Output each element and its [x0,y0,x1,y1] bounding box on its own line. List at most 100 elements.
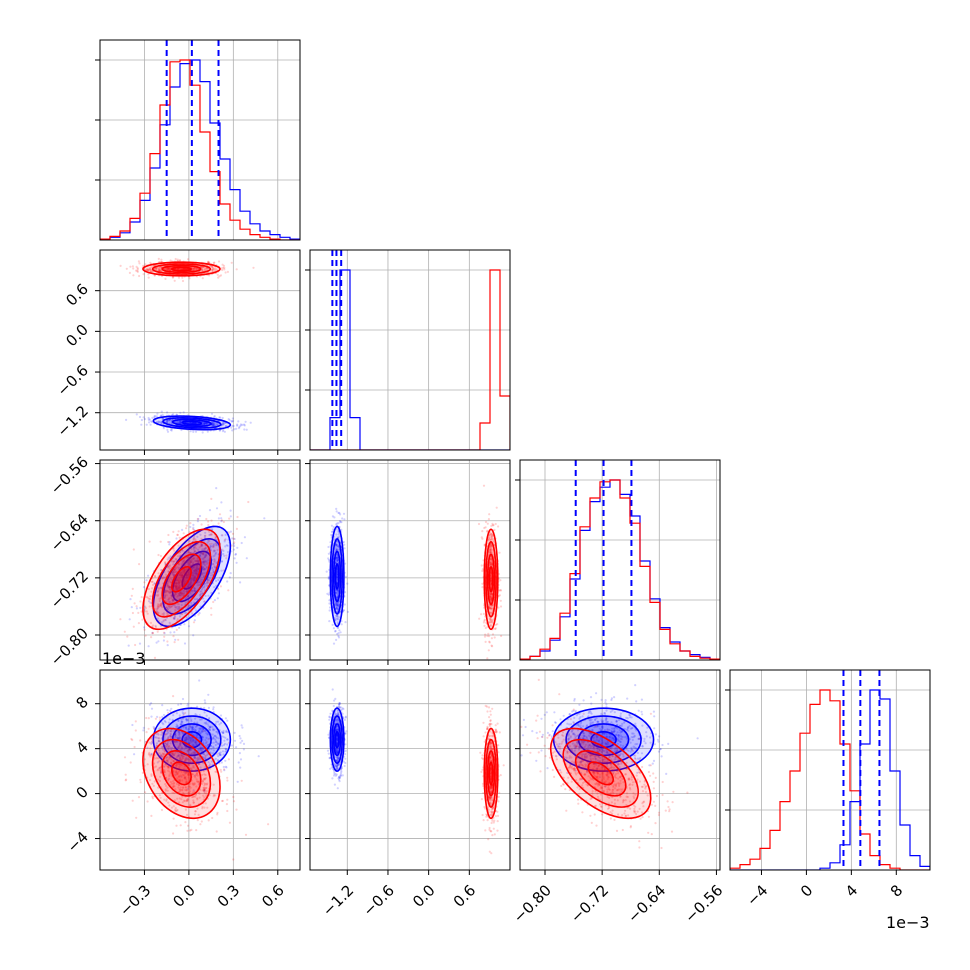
sample-point [139,600,142,603]
sample-point [195,785,198,788]
sample-point [214,551,217,554]
sample-point [156,630,159,633]
sample-point [330,533,333,536]
sample-point [152,762,156,765]
sample-point [242,748,245,751]
sample-point [169,590,173,594]
sample-point [186,594,190,598]
sample-point [189,583,192,586]
sample-point [172,560,176,563]
sample-point [202,741,205,744]
sample-point [207,706,210,710]
sample-point [194,550,197,553]
sample-point [175,570,178,573]
sample-point [327,545,330,549]
sample-point [162,639,165,642]
sample-point [224,747,227,750]
contour-line [181,563,203,590]
sample-point [155,757,158,760]
sample-point [337,522,340,525]
sample-point [203,547,206,551]
sample-point [178,731,181,734]
sample-point [196,756,199,759]
density-fill [162,554,201,605]
sample-point [189,564,192,567]
sample-point [187,563,191,566]
sample-point [336,607,339,611]
sample-point [205,736,208,740]
sample-point [175,587,178,591]
sample-point [188,727,191,730]
sample-point [178,586,181,590]
hist-series-1 [730,689,930,870]
sample-point [157,572,160,575]
sample-point [145,579,148,582]
sample-point [143,610,146,613]
sample-point [236,546,239,549]
density-fill [152,541,211,617]
sample-point [157,593,160,596]
sample-point [173,617,176,620]
sample-point [174,593,177,596]
contour-line [151,540,212,618]
sample-point [158,267,161,270]
sample-point [229,530,232,533]
sample-point [206,723,209,726]
sample-point [340,528,343,531]
sample-point [336,615,339,618]
sample-point [188,749,191,752]
contour-line [142,528,221,631]
sample-point [171,780,175,783]
sample-point [484,520,488,524]
sample-point [142,273,145,276]
sample-point [148,418,151,421]
sample-point [140,423,143,426]
sample-point [185,789,188,792]
sample-point [187,734,190,737]
sample-point [158,421,161,424]
sample-point [209,725,212,728]
sample-point [167,777,171,780]
sample-point [202,777,206,780]
sample-point [193,569,196,573]
sample-point [231,532,235,535]
sample-point [206,579,210,583]
sample-point [173,571,176,574]
sample-point [196,520,199,523]
sample-point [490,611,493,615]
sample-point [221,731,224,734]
sample-point [198,581,201,584]
sample-point [490,621,493,624]
sample-point [181,779,184,782]
sample-point [160,604,163,608]
sample-point [160,602,163,605]
sample-point [236,423,239,426]
sample-point [145,423,148,426]
sample-point [160,258,163,261]
sample-point [123,630,126,633]
sample-point [192,766,195,769]
sample-point [226,731,229,734]
sample-point [129,265,132,268]
sample-point [200,729,203,733]
sample-point [169,421,172,424]
sample-point [214,743,217,747]
sample-point [490,561,493,564]
sample-point [169,631,172,634]
sample-point [239,424,242,427]
sample-point [180,603,183,607]
sample-point [180,720,183,724]
sample-point [334,630,337,633]
sample-point [217,522,220,525]
sample-point [335,543,338,546]
sample-point [189,782,192,785]
sample-point [220,560,224,563]
sample-point [212,550,215,553]
sample-point [178,421,182,424]
sample-point [166,759,169,762]
sample-point [189,726,192,729]
hist-panel-3 [725,669,931,871]
sample-point [147,276,150,279]
sample-point [191,783,194,786]
sample-point [199,748,202,751]
